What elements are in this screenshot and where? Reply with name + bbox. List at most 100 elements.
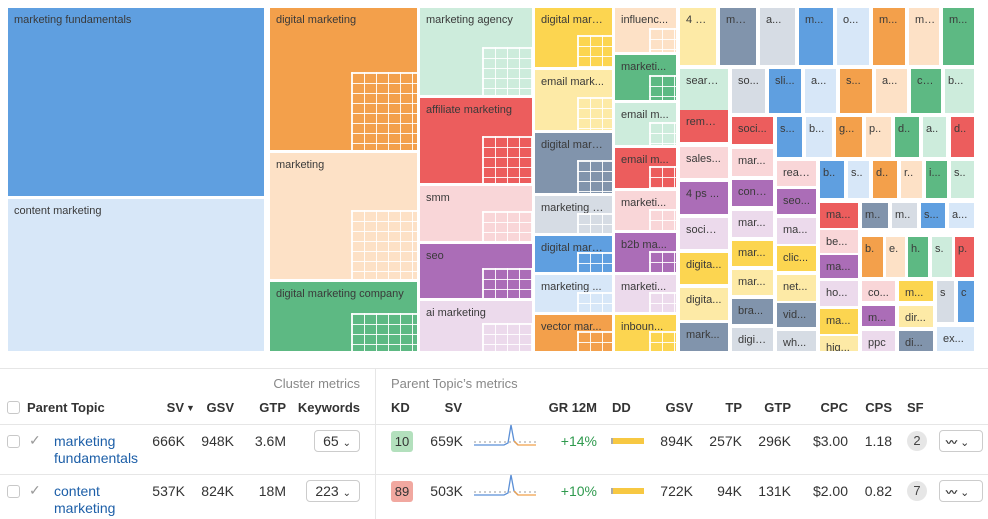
treemap-tile[interactable]: m.. [862, 203, 888, 228]
treemap-tile[interactable]: marketi... [615, 191, 676, 230]
treemap-tile[interactable]: marketing [270, 153, 417, 279]
treemap-tile[interactable]: m... [862, 306, 895, 326]
treemap-tile[interactable]: email m... [615, 103, 676, 145]
treemap-tile[interactable]: so... [732, 69, 765, 113]
treemap-tile[interactable]: co... [862, 281, 895, 301]
header-cpc[interactable]: CPC [820, 400, 848, 415]
treemap-tile[interactable]: net... [777, 275, 816, 301]
treemap-tile[interactable]: s... [840, 69, 872, 113]
treemap-tile[interactable]: s [937, 281, 954, 322]
treemap-tile[interactable]: i... [926, 161, 947, 198]
treemap-tile[interactable]: p.. [866, 117, 891, 157]
parent-topic-link[interactable]: content marketing [54, 483, 116, 516]
treemap-tile[interactable]: h. [908, 237, 928, 277]
row-checkbox[interactable] [7, 435, 20, 448]
treemap-tile[interactable]: ho... [820, 281, 858, 306]
treemap-tile[interactable]: marketi... [615, 275, 676, 312]
treemap-tile[interactable]: mar... [732, 270, 773, 295]
treemap-tile[interactable]: ai marketing [420, 301, 532, 351]
treemap-tile[interactable]: mar... [732, 149, 773, 176]
keywords-dropdown[interactable]: 65 ⌄ [314, 430, 360, 452]
treemap-tile[interactable]: m... [873, 8, 905, 65]
header-gr12m[interactable]: GR 12M [548, 400, 597, 415]
treemap-tile[interactable]: ma... [820, 255, 858, 278]
treemap-tile[interactable]: ppc [862, 331, 895, 351]
treemap-tile[interactable]: a... [876, 69, 907, 113]
treemap-tile[interactable]: b... [945, 69, 974, 113]
serp-features-badge[interactable]: 7 [907, 481, 927, 501]
treemap-tile[interactable]: searc... [680, 69, 728, 113]
treemap-tile[interactable]: smm [420, 186, 532, 241]
treemap-tile[interactable]: m... [899, 281, 933, 301]
select-all-checkbox[interactable] [7, 401, 20, 414]
treemap-tile[interactable]: email m... [615, 148, 676, 188]
treemap-tile[interactable]: 4 ps ... [680, 182, 728, 214]
treemap-tile[interactable]: ma... [777, 218, 816, 244]
row-checkbox[interactable] [7, 485, 20, 498]
treemap-tile[interactable]: clic... [777, 246, 816, 271]
keywords-dropdown[interactable]: 223 ⌄ [306, 480, 360, 502]
chart-dropdown-button[interactable]: 〰 ⌄ [939, 430, 983, 452]
treemap-tile[interactable]: d.. [895, 117, 919, 157]
treemap-tile[interactable]: real... [777, 161, 816, 186]
treemap-tile[interactable]: a.. [923, 117, 946, 157]
treemap-tile[interactable]: hig... [820, 336, 858, 351]
treemap-tile[interactable]: mar... [732, 211, 773, 237]
header-gsv-parent[interactable]: GSV [665, 400, 693, 415]
treemap-tile[interactable]: cont... [732, 180, 773, 206]
treemap-tile[interactable]: s... [921, 203, 945, 228]
treemap-tile[interactable]: email mark... [535, 70, 612, 130]
treemap-tile[interactable]: inboun... [615, 315, 676, 351]
treemap-tile[interactable]: ma... [820, 203, 858, 228]
treemap-tile[interactable]: remot... [680, 110, 728, 142]
treemap-tile[interactable]: b... [806, 117, 832, 157]
treemap-tile[interactable]: dir... [899, 306, 933, 327]
treemap-tile[interactable]: g... [836, 117, 862, 157]
treemap-tile[interactable]: s. [932, 237, 952, 277]
treemap-tile[interactable]: m... [799, 8, 833, 65]
treemap-tile[interactable]: b. [862, 237, 883, 277]
treemap-tile[interactable]: bra... [732, 299, 773, 324]
treemap-tile[interactable]: digita... [680, 253, 728, 284]
header-sv[interactable]: SV [166, 400, 184, 415]
header-cps[interactable]: CPS [865, 400, 892, 415]
treemap-tile[interactable]: s.. [848, 161, 869, 198]
treemap-tile[interactable]: digital mark... [535, 8, 612, 67]
serp-features-badge[interactable]: 2 [907, 431, 927, 451]
header-sf[interactable]: SF [907, 400, 924, 415]
treemap-tile[interactable]: vid... [777, 303, 816, 327]
header-parent-topic[interactable]: Parent Topic [27, 400, 105, 415]
treemap-tile[interactable]: digital mark... [535, 236, 612, 272]
treemap-tile[interactable]: digital marketing [270, 8, 417, 150]
treemap-tile[interactable]: 4 p... [680, 8, 716, 65]
parent-topic-link[interactable]: marketing fundamentals [54, 433, 139, 466]
treemap-tile[interactable]: marketing ... [535, 275, 612, 312]
header-keywords[interactable]: Keywords [297, 400, 360, 415]
treemap-tile[interactable]: influenc... [615, 8, 676, 52]
treemap-tile[interactable]: c [958, 281, 974, 322]
treemap-tile[interactable]: seo [420, 244, 532, 298]
treemap-tile[interactable]: b2b ma... [615, 233, 676, 272]
header-kd[interactable]: KD [391, 400, 410, 415]
treemap-tile[interactable]: crm [911, 69, 941, 113]
treemap-tile[interactable]: r.. [901, 161, 922, 198]
treemap-tile[interactable]: digita... [680, 288, 728, 320]
treemap-tile[interactable]: b.. [820, 161, 844, 198]
treemap-tile[interactable]: be... [820, 230, 858, 253]
treemap-tile[interactable]: p. [955, 237, 974, 277]
treemap-tile[interactable]: digit... [732, 328, 773, 351]
header-dd[interactable]: DD [612, 400, 631, 415]
treemap-tile[interactable]: marketing s... [535, 196, 612, 233]
treemap-tile[interactable]: digital mark... [535, 133, 612, 193]
treemap-tile[interactable]: ex... [937, 327, 974, 351]
treemap-tile[interactable]: digital marketing company [270, 282, 417, 351]
header-tp[interactable]: TP [725, 400, 742, 415]
treemap-tile[interactable]: marketing agency [420, 8, 532, 95]
header-gsv[interactable]: GSV [206, 400, 234, 415]
treemap-tile[interactable]: s... [777, 117, 802, 157]
treemap-tile[interactable]: seo... [777, 189, 816, 214]
treemap-tile[interactable]: mark... [680, 323, 728, 351]
treemap-tile[interactable]: a... [949, 203, 974, 228]
treemap-tile[interactable]: sli... [769, 69, 801, 113]
treemap-tile[interactable]: sales... [680, 147, 728, 178]
